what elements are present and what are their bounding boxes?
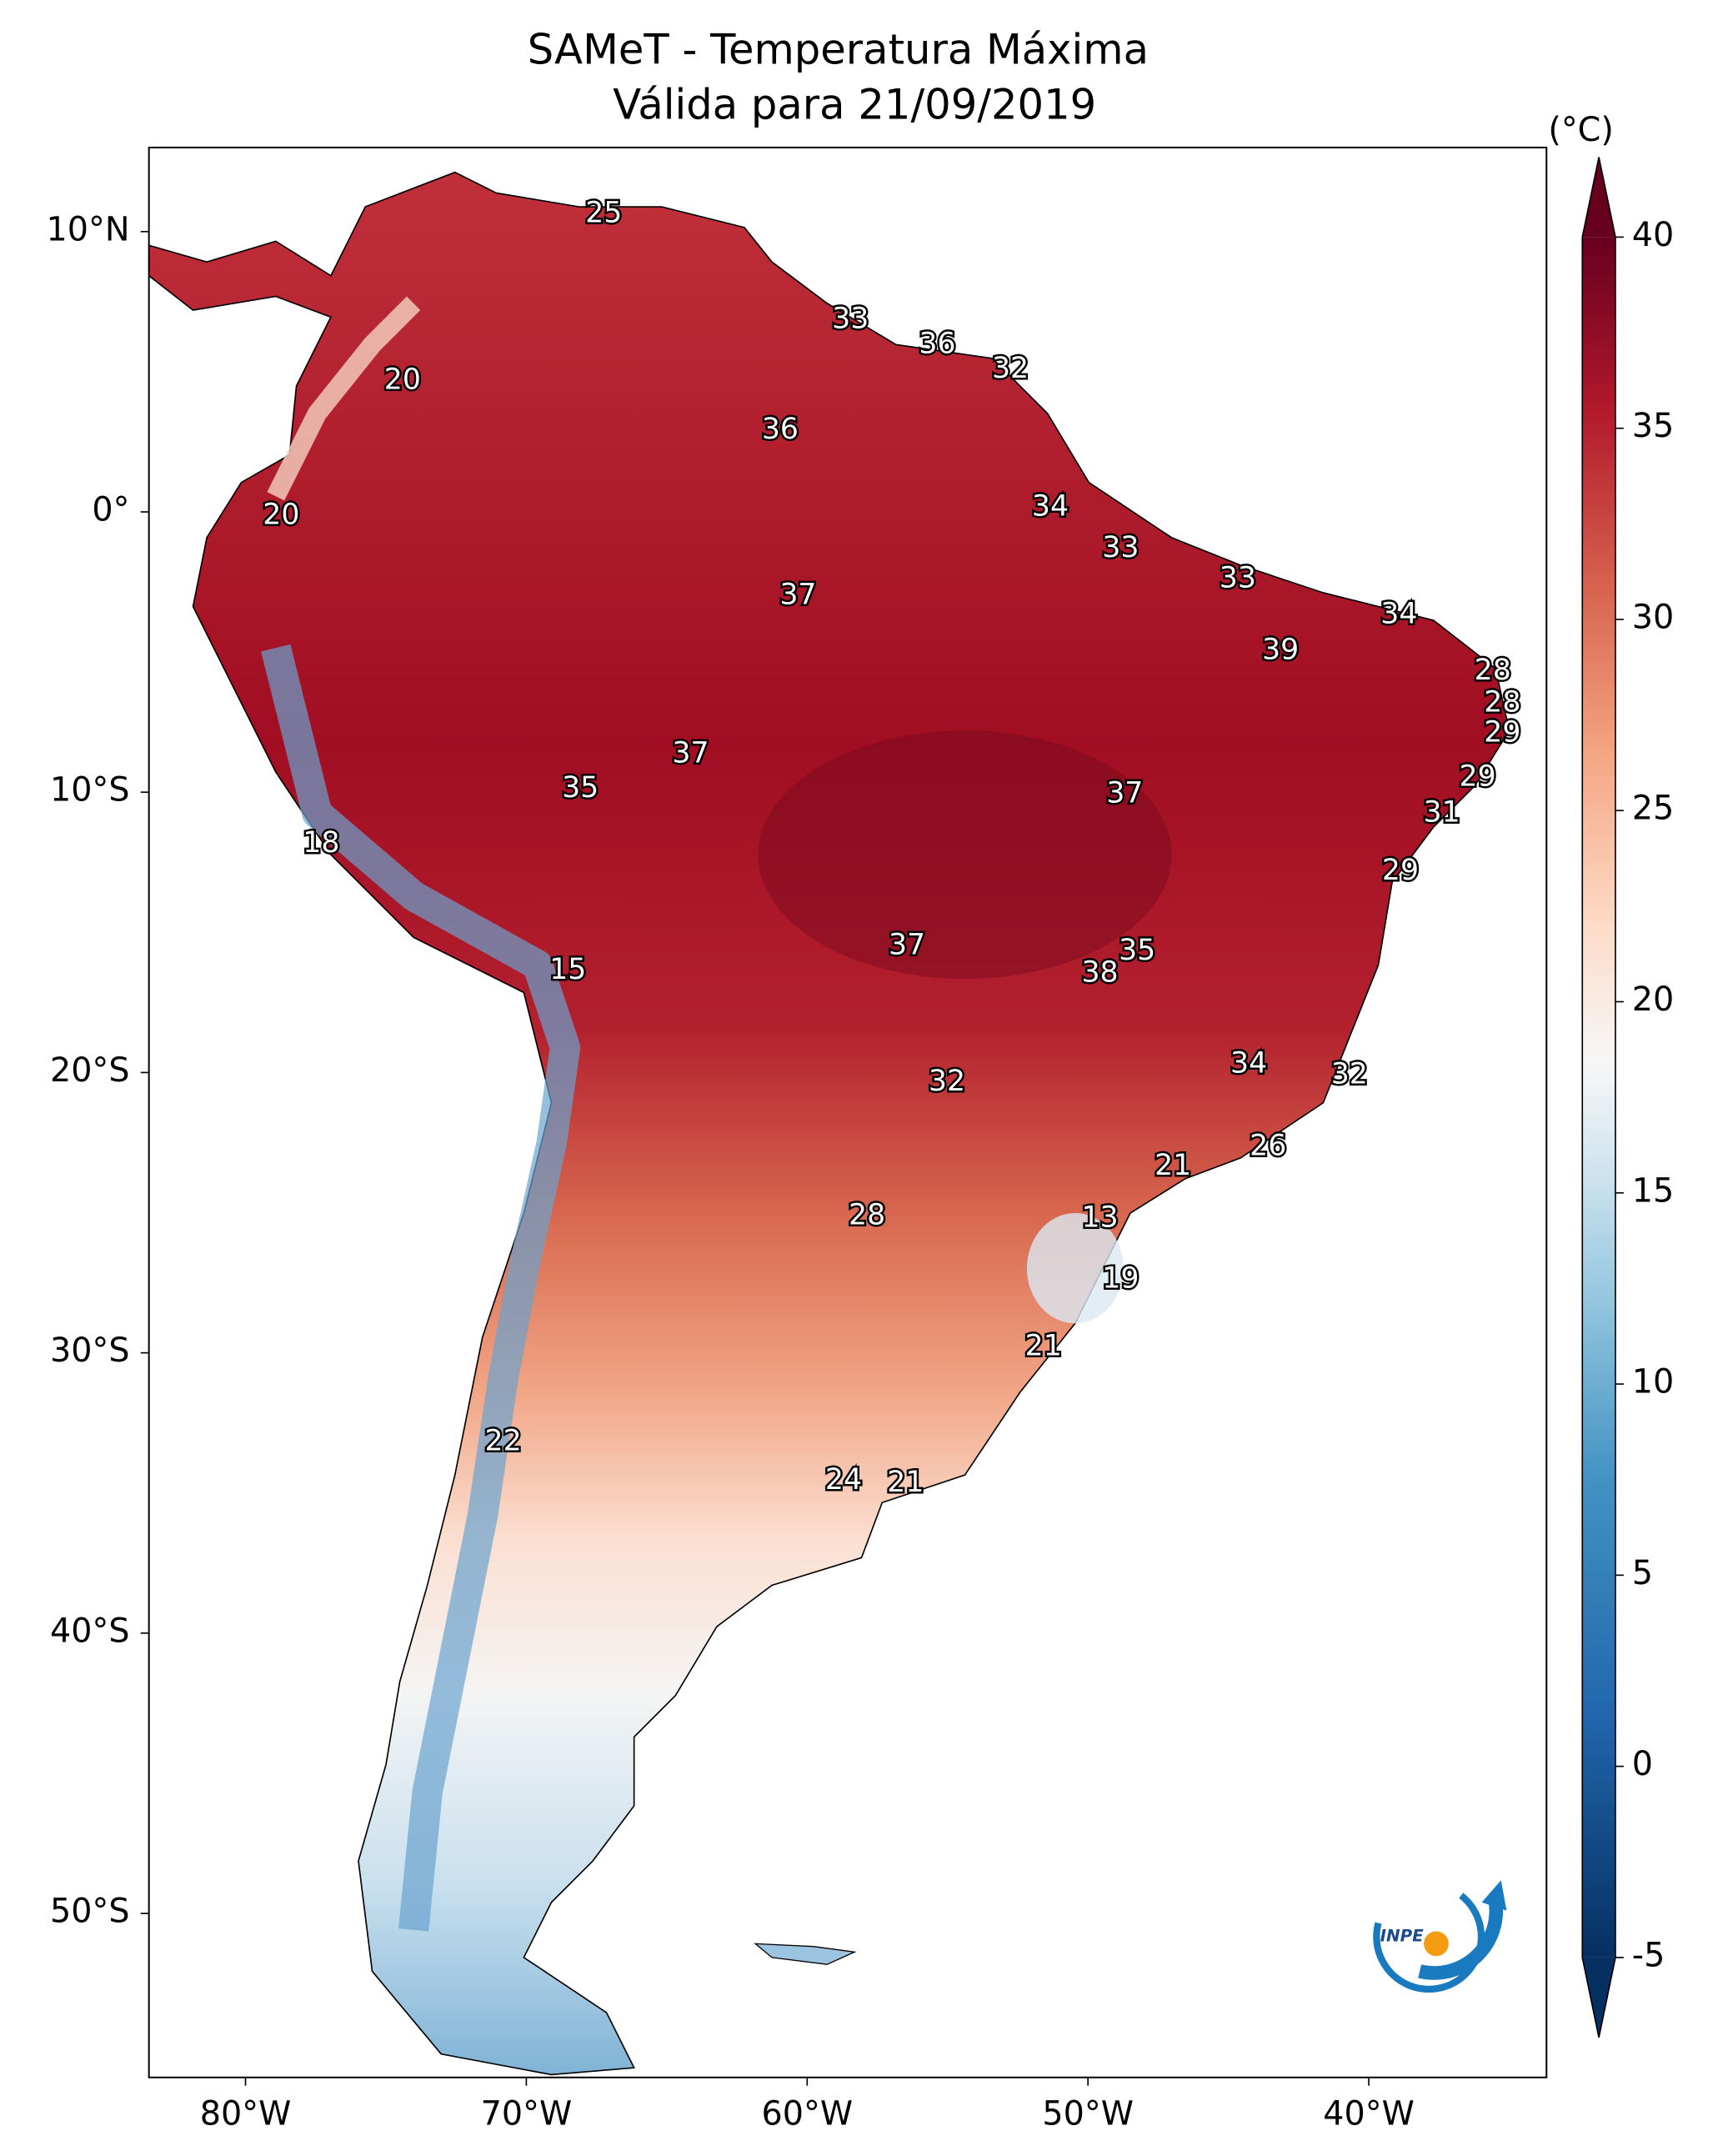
andes-cool-band bbox=[261, 644, 581, 1932]
colorbar-tick-label: 30 bbox=[1632, 598, 1674, 636]
southeast-cool bbox=[1026, 1213, 1124, 1324]
inpe-logo: INPE bbox=[1373, 1880, 1507, 1993]
station-value: 32 bbox=[1331, 1058, 1368, 1091]
station-value: 28 bbox=[1484, 685, 1520, 719]
station-value: 13 bbox=[1081, 1201, 1118, 1235]
y-tick-label: 0° bbox=[92, 490, 129, 529]
station-value: 36 bbox=[762, 413, 799, 446]
continent bbox=[148, 171, 1510, 2076]
station-value: 34 bbox=[1380, 597, 1417, 630]
hot-core bbox=[758, 730, 1172, 979]
station-value: 29 bbox=[1459, 760, 1495, 794]
station-value: 15 bbox=[549, 953, 586, 986]
station-value: 20 bbox=[384, 363, 421, 396]
colorbar-tick-label: 10 bbox=[1632, 1363, 1674, 1401]
colorbar-extend-min bbox=[1582, 1957, 1615, 2038]
station-value: 25 bbox=[585, 196, 622, 229]
station-value: 34 bbox=[1230, 1046, 1267, 1080]
station-value: 34 bbox=[1032, 489, 1069, 523]
station-value: 21 bbox=[1155, 1149, 1191, 1182]
colorbar-tick-label: 25 bbox=[1632, 790, 1674, 828]
station-value: 18 bbox=[303, 826, 339, 860]
station-value: 33 bbox=[1102, 531, 1139, 564]
logo-text: INPE bbox=[1380, 1927, 1425, 1946]
y-tick-label: 50°S bbox=[50, 1893, 129, 1931]
map-subtitle: Válida para 21/09/2019 bbox=[613, 80, 1096, 128]
station-value: 22 bbox=[485, 1425, 522, 1458]
station-value: 35 bbox=[1119, 934, 1155, 967]
map-title: SAMeT - Temperatura Máxima bbox=[528, 25, 1149, 73]
station-value: 20 bbox=[263, 498, 299, 531]
colorbar-tick-label: -5 bbox=[1632, 1936, 1665, 1974]
x-tick-label: 60°W bbox=[762, 2095, 854, 2133]
colorbar-tick-label: 20 bbox=[1632, 980, 1674, 1019]
station-value: 33 bbox=[1220, 561, 1256, 594]
y-tick-label: 10°N bbox=[47, 210, 130, 248]
colorbar-tick-label: 15 bbox=[1632, 1171, 1674, 1210]
station-value: 39 bbox=[1262, 633, 1299, 666]
x-tick-label: 70°W bbox=[481, 2095, 573, 2133]
x-tick-label: 40°W bbox=[1323, 2095, 1415, 2133]
station-value: 26 bbox=[1250, 1130, 1286, 1163]
station-value: 36 bbox=[919, 327, 955, 360]
x-tick-label: 50°W bbox=[1042, 2095, 1134, 2133]
colorbar-tick-label: 0 bbox=[1632, 1745, 1653, 1783]
station-value: 19 bbox=[1102, 1261, 1139, 1295]
colorbar bbox=[1582, 237, 1615, 1958]
colorbar-extend-max bbox=[1582, 157, 1615, 238]
station-value: 21 bbox=[887, 1466, 924, 1499]
station-value: 21 bbox=[1025, 1329, 1062, 1362]
station-value: 33 bbox=[832, 303, 869, 336]
andes-north bbox=[267, 296, 421, 501]
map-frame bbox=[148, 146, 1548, 2078]
station-value: 31 bbox=[1424, 796, 1460, 830]
falklands bbox=[754, 1943, 857, 1965]
station-value: 29 bbox=[1382, 854, 1419, 887]
y-tick-label: 30°S bbox=[50, 1331, 129, 1370]
station-value: 28 bbox=[1475, 654, 1511, 687]
y-tick-label: 20°S bbox=[50, 1051, 129, 1090]
station-value: 24 bbox=[825, 1463, 862, 1497]
colorbar-tick-label: 35 bbox=[1632, 407, 1674, 445]
station-value: 37 bbox=[779, 578, 816, 611]
station-value: 37 bbox=[1106, 776, 1143, 810]
station-value: 28 bbox=[849, 1198, 885, 1231]
colorbar-tick-label: 40 bbox=[1632, 216, 1674, 254]
station-value: 32 bbox=[929, 1065, 965, 1098]
x-tick-label: 80°W bbox=[200, 2095, 292, 2133]
station-value: 35 bbox=[562, 771, 599, 805]
station-value: 38 bbox=[1081, 955, 1118, 989]
station-value: 37 bbox=[672, 736, 709, 770]
y-tick-label: 40°S bbox=[50, 1612, 129, 1650]
y-tick-label: 10°S bbox=[50, 771, 129, 810]
station-value: 32 bbox=[992, 352, 1029, 385]
colorbar-tick-label: 5 bbox=[1632, 1554, 1653, 1592]
station-value: 29 bbox=[1484, 716, 1520, 750]
colorbar-label: (°C) bbox=[1548, 111, 1614, 149]
station-value: 37 bbox=[889, 928, 925, 961]
